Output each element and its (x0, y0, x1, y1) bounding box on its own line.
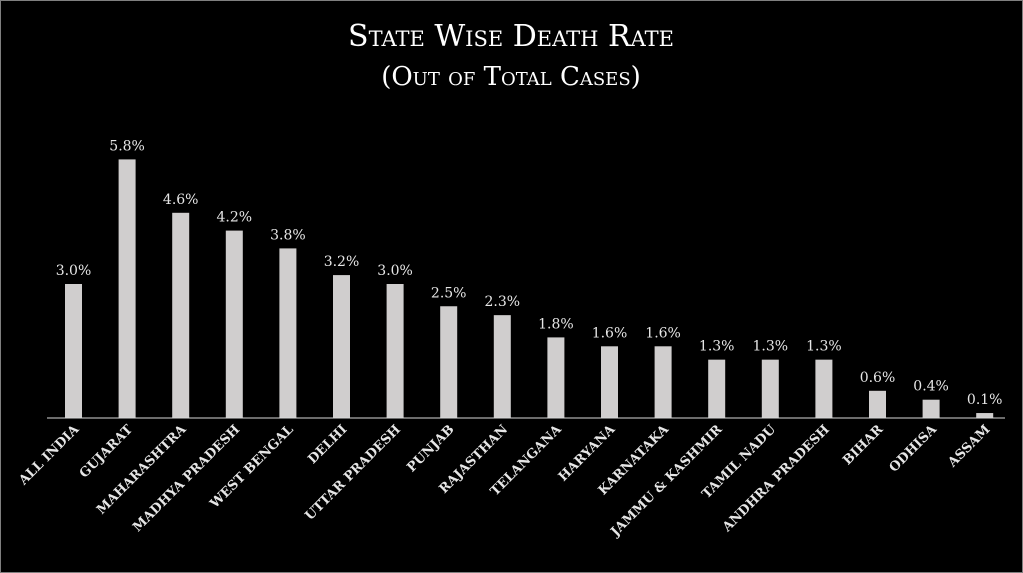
category-label: ALL INDIA (16, 422, 83, 489)
category-label: DELHI (305, 422, 350, 467)
data-label: 1.6% (645, 325, 681, 341)
data-label: 3.2% (324, 254, 360, 270)
data-label: 1.3% (806, 339, 842, 355)
data-label: 2.3% (485, 294, 521, 310)
category-label: BIHAR (840, 422, 886, 468)
data-label: 0.6% (860, 370, 896, 386)
bar (279, 248, 297, 418)
bar (225, 230, 243, 418)
data-label: 1.8% (538, 316, 574, 332)
data-label: 3.8% (270, 227, 306, 243)
bar (547, 337, 565, 418)
data-label: 4.6% (163, 192, 199, 208)
chart-subtitle: (Out of Total Cases) (381, 62, 641, 92)
bar (65, 284, 82, 418)
bar (440, 306, 458, 418)
data-label: 4.2% (217, 210, 253, 226)
bar (869, 390, 886, 418)
data-label: 2.5% (431, 285, 467, 301)
category-label: JAMMU & KASHMIR (607, 422, 725, 540)
category-label: ODHISA (887, 422, 941, 476)
chart-title: State Wise Death Rate (348, 19, 674, 54)
bar (172, 212, 190, 418)
data-label: 3.0% (377, 263, 413, 279)
category-label: GUJARAT (77, 422, 136, 481)
category-label: ASSAM (945, 422, 994, 471)
bar (118, 159, 136, 418)
bar (654, 346, 672, 418)
data-label: 3.0% (56, 263, 92, 279)
data-label: 0.1% (967, 392, 1003, 408)
bar (493, 315, 511, 418)
data-label: 1.3% (753, 339, 789, 355)
data-label: 5.8% (109, 138, 145, 154)
bar (815, 359, 833, 418)
data-label: 0.4% (913, 379, 949, 395)
category-label: PUNJAB (404, 422, 457, 475)
bar (386, 284, 404, 418)
data-label: 1.6% (592, 325, 628, 341)
bar (976, 413, 994, 418)
bar (922, 399, 940, 418)
category-label: ANDHRA PRADESH (719, 422, 832, 535)
data-label: 1.3% (699, 339, 735, 355)
category-label: MADHYA PRADESH (130, 422, 243, 535)
bar (708, 359, 726, 418)
category-label: UTTAR PRADESH (302, 422, 403, 523)
bar (333, 275, 350, 418)
category-label: MAHARASHTRA (94, 422, 190, 518)
bar (601, 346, 618, 418)
bar (761, 359, 779, 418)
